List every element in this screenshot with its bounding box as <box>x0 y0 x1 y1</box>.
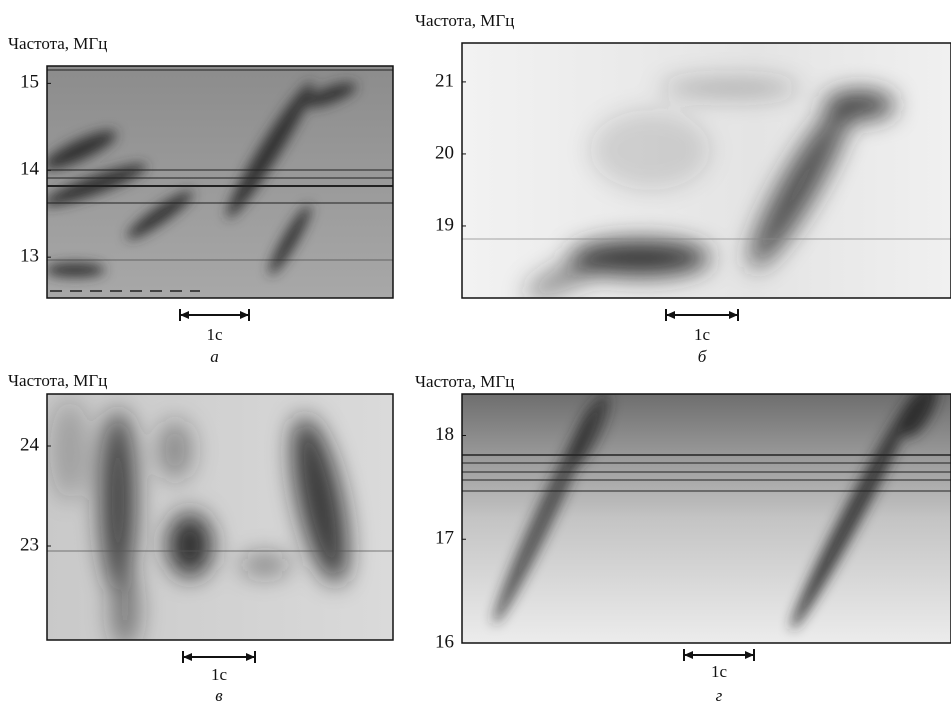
y-tick-label: 14 <box>20 159 40 180</box>
spectrogram-image <box>462 43 951 298</box>
spectrogram-image <box>47 66 393 298</box>
panel-frame <box>461 42 951 299</box>
y-axis-label: Частота, МГц <box>415 372 514 391</box>
scale-label: 1с <box>711 662 728 681</box>
y-tick-label: 24 <box>20 434 40 455</box>
y-tick-label: 13 <box>20 246 39 267</box>
panel-caption: б <box>698 347 707 366</box>
panel-caption: в <box>215 686 223 704</box>
y-tick-label: 23 <box>20 534 39 555</box>
y-tick-label: 17 <box>435 528 454 549</box>
scale-label: 1с <box>211 665 228 684</box>
spectrogram-image <box>47 394 393 640</box>
y-tick-label: 16 <box>435 631 454 652</box>
y-tick-label: 18 <box>435 424 454 445</box>
scale-label: 1с <box>694 325 711 344</box>
y-tick-label: 19 <box>435 214 454 235</box>
panel-frame <box>461 393 951 644</box>
y-tick-label: 15 <box>20 72 39 93</box>
panel-caption: а <box>210 347 219 366</box>
y-tick-label: 20 <box>435 142 454 163</box>
spectrogram-image <box>462 394 951 643</box>
panel-caption: г <box>716 686 723 704</box>
y-axis-label: Частота, МГц <box>8 34 107 53</box>
panel-frame <box>46 65 394 299</box>
scale-label: 1с <box>206 325 223 344</box>
y-axis-label: Частота, МГц <box>8 371 107 390</box>
y-axis-label: Частота, МГц <box>415 11 514 30</box>
y-tick-label: 21 <box>435 70 454 91</box>
panel-frame <box>46 393 394 641</box>
